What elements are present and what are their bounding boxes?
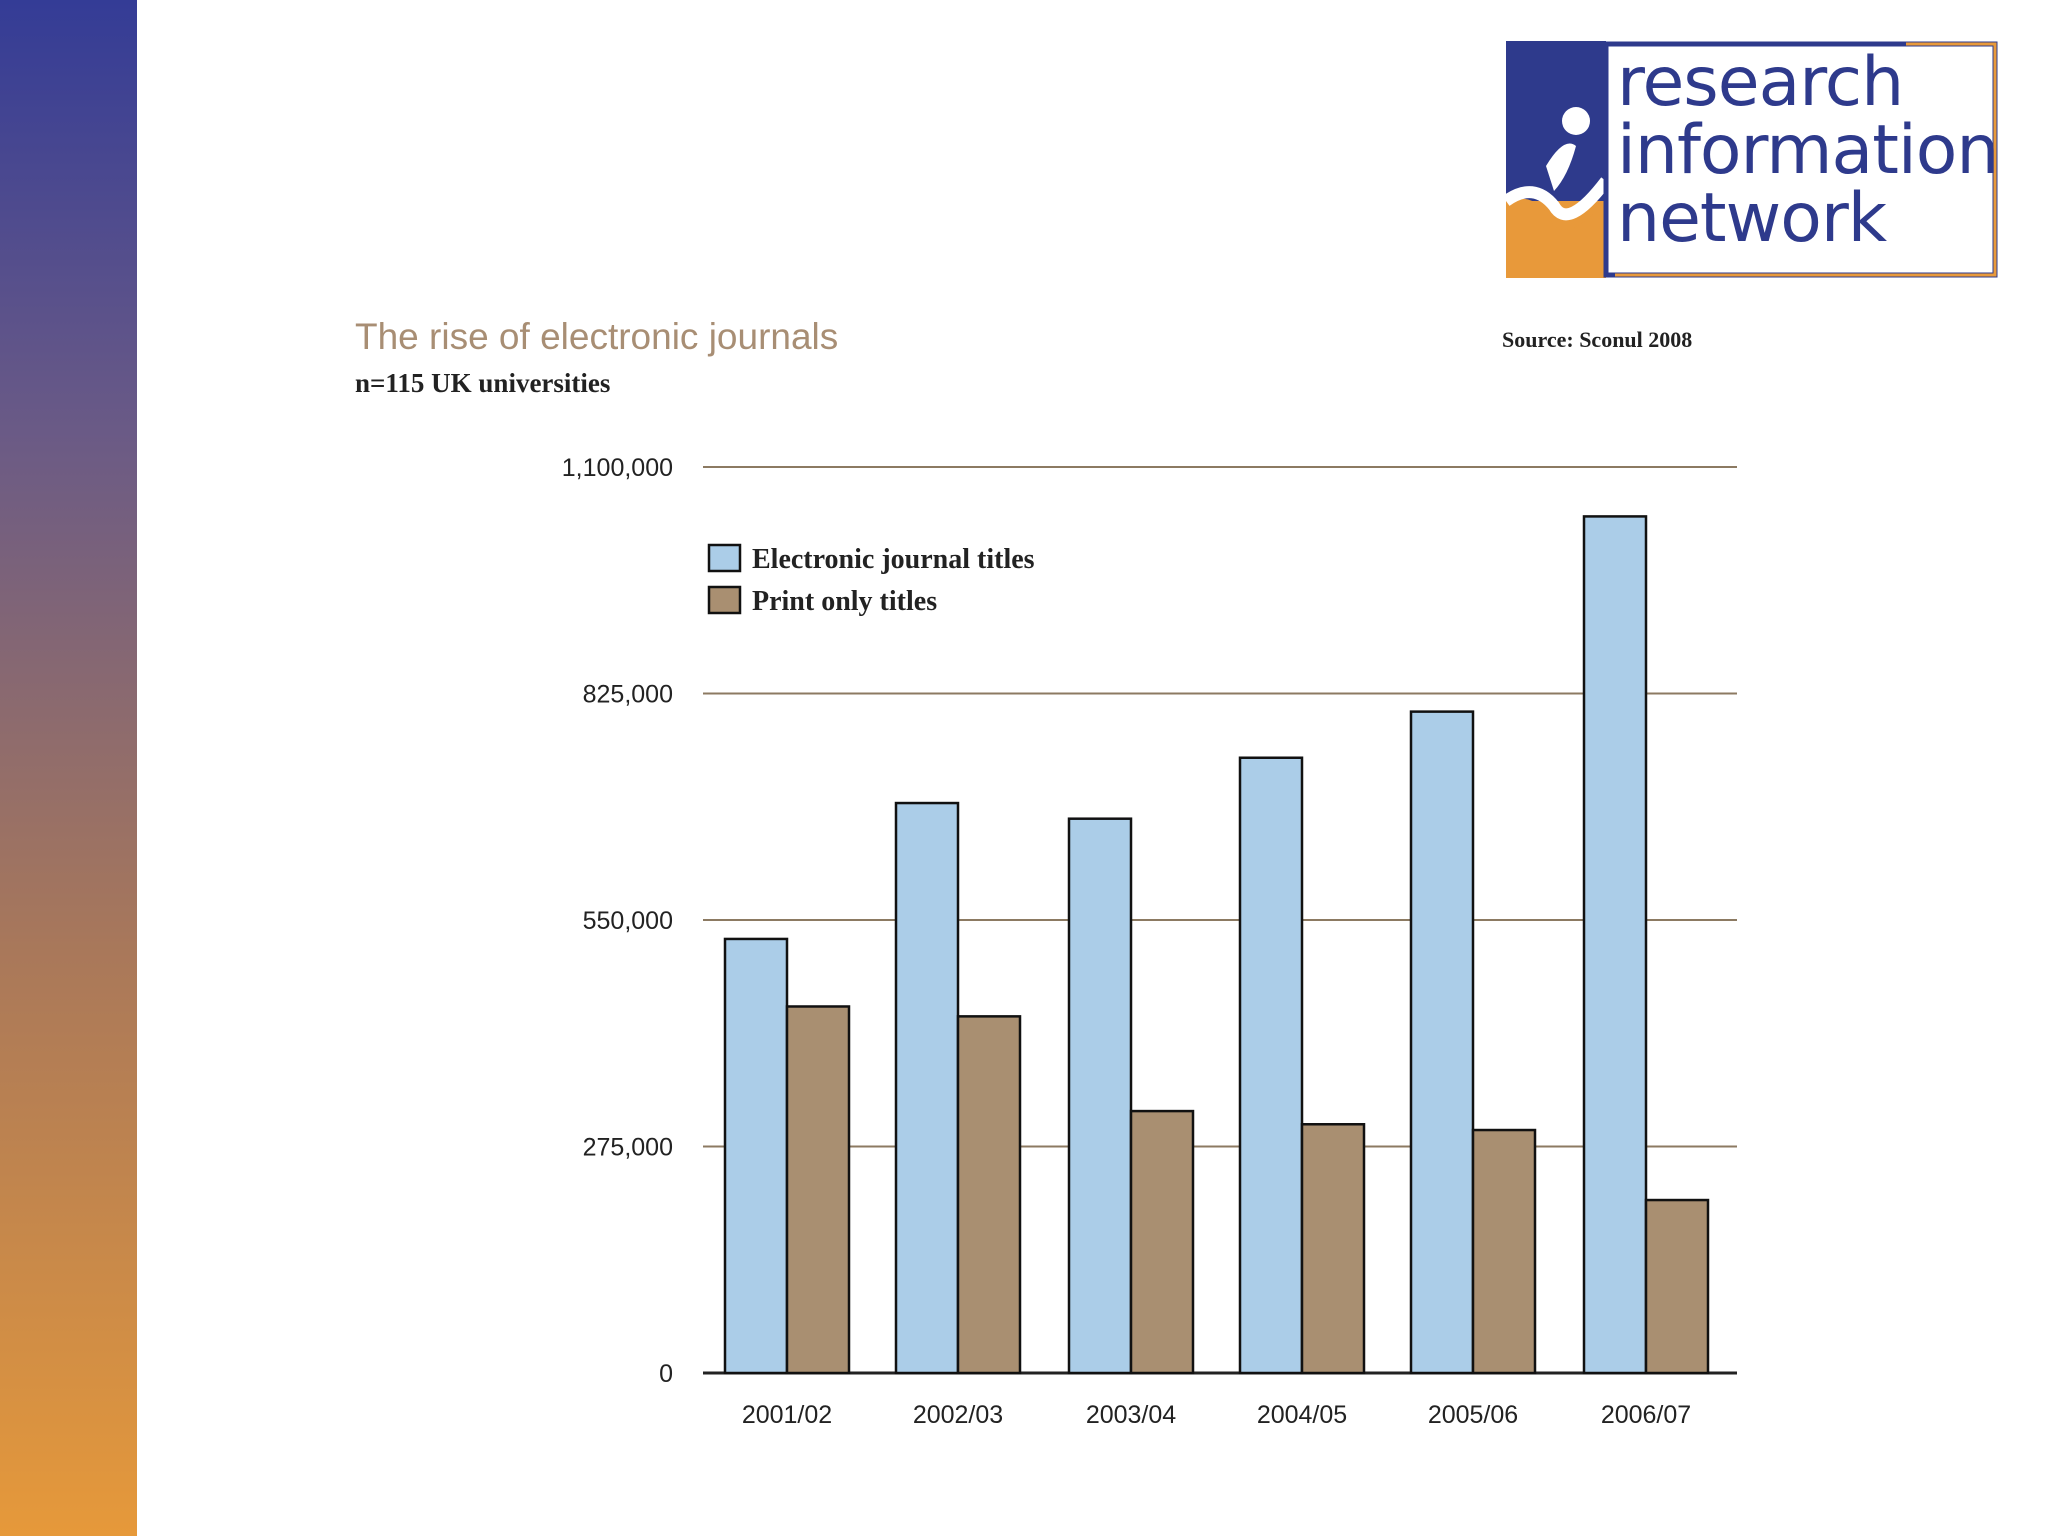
bar-print-2002-03 — [956, 1015, 1022, 1375]
y-tick-label: 1,100,000 — [562, 454, 673, 482]
x-tick-label: 2002/03 — [913, 1401, 1003, 1429]
bar-electronic-2006-07 — [1582, 515, 1648, 1375]
y-tick-label: 825,000 — [583, 681, 673, 709]
legend-swatch — [707, 585, 742, 615]
bar-print-2006-07 — [1644, 1198, 1710, 1375]
legend-label: Print only titles — [752, 586, 937, 617]
bar-print-2004-05 — [1300, 1123, 1366, 1375]
y-tick-label: 0 — [659, 1360, 673, 1388]
logo-wordmark: research information network — [1617, 43, 1999, 258]
x-tick-label: 2004/05 — [1257, 1401, 1347, 1429]
x-tick-label: 2003/04 — [1086, 1401, 1176, 1429]
y-tick-label: 275,000 — [583, 1134, 673, 1162]
legend-swatch — [707, 543, 742, 573]
logo-line-research: research — [1617, 43, 1904, 122]
chart-title: The rise of electronic journals — [355, 316, 839, 357]
research-information-network-logo: research information network — [1506, 41, 1999, 278]
bar-print-2005-06 — [1471, 1128, 1537, 1375]
chart-subtitle: n=115 UK universities — [355, 368, 611, 398]
side-gradient-bar — [0, 0, 137, 1536]
legend-label: Electronic journal titles — [752, 544, 1035, 575]
logo-mark — [1506, 41, 1998, 278]
y-tick-label: 550,000 — [583, 907, 673, 935]
logo-line-network: network — [1617, 179, 1887, 258]
bar-electronic-2005-06 — [1409, 710, 1475, 1375]
bar-electronic-2002-03 — [894, 801, 960, 1375]
bar-electronic-2003-04 — [1067, 817, 1133, 1375]
x-tick-label: 2006/07 — [1601, 1401, 1691, 1429]
logo-line-information: information — [1617, 111, 1999, 190]
bar-electronic-2004-05 — [1238, 756, 1304, 1375]
chart-source: Source: Sconul 2008 — [1502, 327, 1693, 352]
bar-print-2003-04 — [1129, 1109, 1195, 1375]
bar-electronic-2001-02 — [723, 937, 789, 1375]
x-tick-label: 2005/06 — [1428, 1401, 1518, 1429]
bar-print-2001-02 — [785, 1005, 851, 1375]
x-tick-label: 2001/02 — [742, 1401, 832, 1429]
